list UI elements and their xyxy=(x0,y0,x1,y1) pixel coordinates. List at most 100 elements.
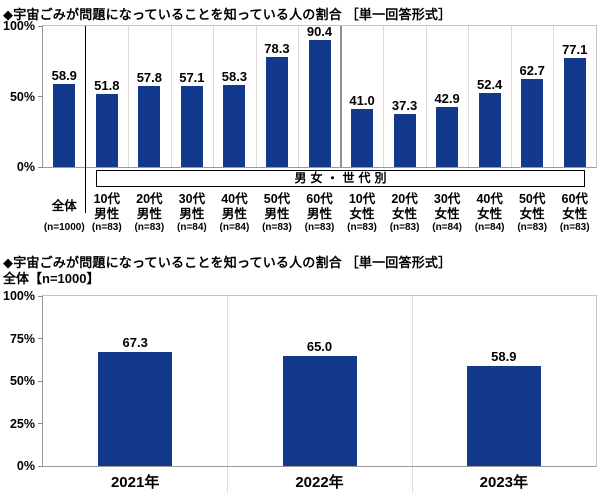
bar-value-label: 51.8 xyxy=(94,77,120,93)
column-separator xyxy=(510,26,512,167)
bar xyxy=(351,109,374,167)
chart2-title: ◆宇宙ごみが問題になっていることを知っている人の割合 ［単一回答形式］ xyxy=(3,255,452,270)
column-separator xyxy=(411,296,413,466)
bar xyxy=(478,93,501,167)
column-separator xyxy=(213,26,215,167)
bar-value-label: 58.9 xyxy=(51,67,77,83)
bar-value-label: 67.3 xyxy=(122,334,148,350)
category-label-line: 男性 xyxy=(221,206,247,221)
y-axis-tick xyxy=(38,465,43,467)
sample-size-label: (n=83) xyxy=(262,222,292,233)
y-axis-tick-label: 25% xyxy=(9,416,35,431)
category-label: 30代 男性 xyxy=(162,191,222,222)
category-label: 2022年 xyxy=(295,474,344,491)
bar xyxy=(466,365,541,466)
total-divider xyxy=(84,26,87,213)
category-label-line: 30代 xyxy=(433,191,461,206)
bar xyxy=(436,106,459,167)
category-label-line: 男性 xyxy=(179,206,205,221)
y-axis-tick xyxy=(38,423,43,424)
category-label: 60代 女性 xyxy=(545,191,600,222)
bar xyxy=(95,93,118,167)
column-separator xyxy=(128,26,130,167)
category-label-line: 女性 xyxy=(477,206,503,221)
bar xyxy=(223,84,246,167)
category-label-line: 全体 xyxy=(51,199,77,213)
bar xyxy=(563,58,586,167)
sample-size-label: (n=1000) xyxy=(43,222,85,233)
category-label: 10代 男性 xyxy=(77,191,137,222)
category-label-line: 10代 xyxy=(348,191,376,206)
y-axis-tick-label: 100% xyxy=(3,19,35,33)
bar-value-label: 57.8 xyxy=(136,69,162,85)
category-label-line: 50代 xyxy=(518,191,546,206)
y-axis-tick-label: 100% xyxy=(3,289,35,303)
y-axis-tick-label: 50% xyxy=(9,374,35,388)
bar xyxy=(98,351,173,466)
y-axis-tick xyxy=(38,25,43,27)
gender-divider xyxy=(340,26,342,167)
column-separator xyxy=(468,26,470,167)
category-label: 50代 女性 xyxy=(502,191,562,222)
y-axis-tick xyxy=(38,96,43,97)
y-axis-tick-label: 0% xyxy=(16,160,35,174)
bar xyxy=(282,355,357,466)
sample-size-label: (n=83) xyxy=(304,222,335,233)
category-label-line: 10代 xyxy=(93,191,120,206)
chart1-title: ◆宇宙ごみが問題になっていることを知っている人の割合 ［単一回答形式］ xyxy=(3,7,452,22)
category-label: 40代 男性 xyxy=(204,191,264,222)
category-label-line: 女性 xyxy=(349,206,375,221)
category-label-line: 女性 xyxy=(392,206,418,221)
column-separator xyxy=(298,26,300,167)
sample-size-label: (n=83) xyxy=(559,222,590,233)
bar xyxy=(138,85,161,167)
category-label-line: 30代 xyxy=(178,191,206,206)
category-label: 60代 男性 xyxy=(290,191,350,222)
bar xyxy=(53,83,76,167)
bar-value-label: 78.3 xyxy=(264,40,290,56)
category-label: 50代 男性 xyxy=(247,191,307,222)
bar-value-label: 42.9 xyxy=(434,90,460,106)
category-label-line: 男性 xyxy=(306,206,332,221)
bar xyxy=(180,86,203,167)
chart2-subtitle: 全体【n=1000】 xyxy=(3,271,100,286)
category-label: 30代 女性 xyxy=(417,191,477,222)
bar-value-label: 41.0 xyxy=(349,93,375,109)
sample-size-label: (n=84) xyxy=(432,222,462,233)
column-separator xyxy=(255,26,257,167)
category-label-line: 50代 xyxy=(263,191,291,206)
y-axis-tick-label: 75% xyxy=(9,331,35,346)
y-axis-tick-label: 50% xyxy=(9,89,35,104)
bar-value-label: 77.1 xyxy=(562,42,588,58)
sample-size-label: (n=84) xyxy=(474,222,505,233)
column-separator xyxy=(553,26,555,167)
category-label-line: 女性 xyxy=(562,206,588,221)
y-axis-tick xyxy=(38,338,43,339)
category-label-line: 男性 xyxy=(94,206,120,221)
category-label: 20代 男性 xyxy=(119,191,179,222)
category-label: 10代 女性 xyxy=(332,191,392,222)
bar-value-label: 58.9 xyxy=(491,348,517,364)
y-axis-tick xyxy=(38,166,43,168)
bar-value-label: 62.7 xyxy=(519,62,545,78)
label-area-separator xyxy=(411,467,413,493)
bar-value-label: 90.4 xyxy=(306,23,333,39)
sample-size-label: (n=83) xyxy=(134,222,165,233)
category-label-line: 60代 xyxy=(561,191,588,206)
y-axis-tick-label: 0% xyxy=(16,459,35,473)
category-label-line: 男性 xyxy=(264,206,290,221)
column-separator xyxy=(170,26,172,167)
y-axis-tick xyxy=(38,295,43,297)
category-label-line: 20代 xyxy=(391,191,418,206)
sample-size-label: (n=83) xyxy=(517,222,548,233)
bar-value-label: 57.1 xyxy=(179,70,205,86)
bar xyxy=(265,56,288,167)
sample-size-label: (n=83) xyxy=(91,222,122,233)
category-label: 20代 女性 xyxy=(375,191,435,222)
column-separator xyxy=(383,26,385,167)
bar-value-label: 52.4 xyxy=(476,77,503,93)
bar xyxy=(521,78,544,167)
